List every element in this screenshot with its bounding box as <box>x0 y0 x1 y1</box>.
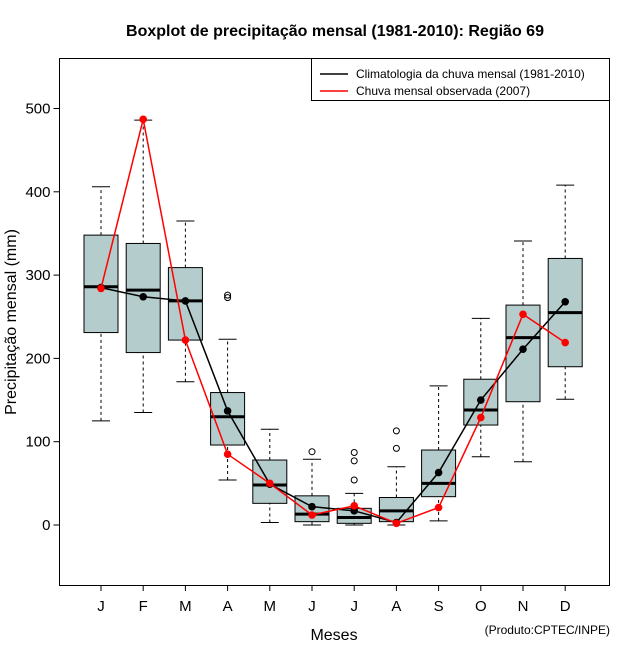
series-point <box>97 284 105 293</box>
y-axis: 0 100 200 300 400 500 <box>25 101 60 534</box>
x-tick-label: F <box>139 598 148 615</box>
box-3 <box>210 291 246 481</box>
x-tick-label: D <box>560 598 571 615</box>
series-point <box>308 511 316 519</box>
chart-title: Boxplot de precipitação mensal (1981-201… <box>126 23 544 40</box>
series-point <box>392 519 401 528</box>
box-iqr <box>505 304 541 403</box>
x-tick-label: J <box>97 598 105 615</box>
outlier-point <box>350 449 358 457</box>
series-point <box>477 396 485 404</box>
x-tick-label: N <box>518 598 529 615</box>
series-point <box>181 336 190 344</box>
y-axis-label: Precipitação mensal (mm) <box>3 229 20 415</box>
series-point <box>266 479 274 488</box>
series-point <box>477 413 485 422</box>
box-6 <box>336 449 372 526</box>
series-point <box>223 450 232 458</box>
y-tick-label: 200 <box>25 350 50 367</box>
outlier-point <box>350 457 358 465</box>
box-0 <box>83 186 119 422</box>
outlier-point <box>308 448 316 456</box>
series-line <box>100 119 566 525</box>
x-tick-label: S <box>434 598 444 615</box>
y-tick-label: 100 <box>25 434 50 451</box>
x-tick-label: O <box>475 598 487 615</box>
outlier-point <box>224 291 232 299</box>
legend-label-climatology: Climatologia da chuva mensal (1981-2010) <box>356 67 585 81</box>
series-point <box>561 297 569 306</box>
series-point <box>519 310 527 319</box>
series-point <box>519 345 527 354</box>
outlier-point <box>350 476 358 484</box>
outlier-point <box>392 427 400 435</box>
legend: Climatologia da chuva mensal (1981-2010)… <box>311 58 610 101</box>
x-tick-label: A <box>391 598 401 615</box>
legend-frame <box>311 58 610 101</box>
x-tick-label: J <box>350 598 358 615</box>
series-point <box>223 407 232 415</box>
box-7 <box>378 427 414 526</box>
series-point <box>434 503 443 512</box>
series-point <box>350 502 359 510</box>
series-point <box>139 115 147 124</box>
series-point <box>139 292 147 301</box>
series-point <box>308 502 316 511</box>
outlier-point <box>392 444 400 452</box>
series-point <box>434 468 443 477</box>
series-1 <box>97 115 569 528</box>
x-tick-label: J <box>308 598 316 615</box>
series-point <box>181 297 190 305</box>
y-tick-label: 500 <box>25 101 50 118</box>
x-axis-label: Meses <box>310 627 357 644</box>
x-tick-label: M <box>179 598 192 615</box>
x-tick-label: A <box>223 598 233 615</box>
credit-text: (Produto:CPTEC/INPE) <box>485 623 610 637</box>
y-tick-label: 400 <box>25 184 50 201</box>
legend-label-observed: Chuva mensal observada (2007) <box>356 84 530 98</box>
box-iqr <box>210 392 246 446</box>
box-11 <box>547 184 583 400</box>
outlier-point <box>224 294 232 302</box>
y-tick-label: 300 <box>25 267 50 284</box>
series-layer <box>97 115 569 528</box>
boxes-layer <box>83 119 583 526</box>
x-tick-label: M <box>264 598 277 615</box>
y-tick-label: 0 <box>42 517 50 534</box>
series-point <box>561 338 569 347</box>
